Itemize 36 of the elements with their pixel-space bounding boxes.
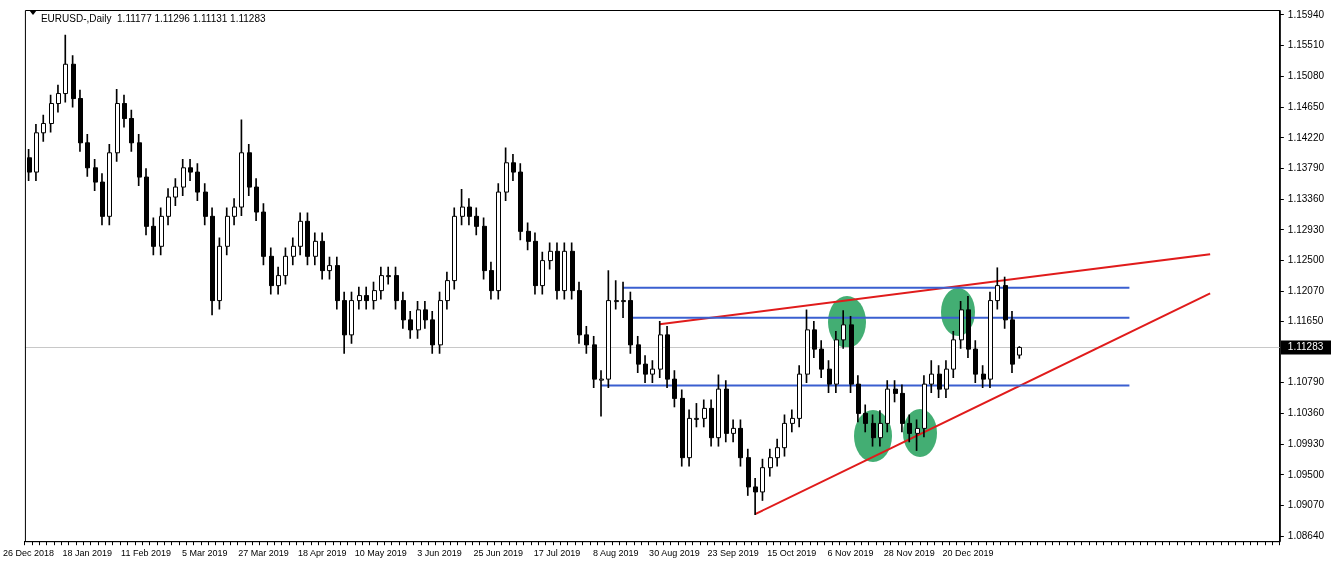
y-tick-label: 1.14650: [1287, 100, 1325, 112]
x-tick-label: 11 Feb 2019: [121, 548, 171, 559]
y-tick-label: 1.15510: [1287, 39, 1325, 51]
y-tick-label: 1.08640: [1287, 529, 1325, 541]
ref-line-label: 1.11283: [1287, 341, 1324, 353]
x-tick-label: 3 Jun 2019: [417, 548, 462, 559]
y-tick-label: 1.09070: [1287, 499, 1325, 511]
y-tick-label: 1.11650: [1287, 315, 1324, 327]
x-tick-label: 26 Dec 2018: [3, 548, 55, 559]
y-tick-label: 1.12500: [1287, 254, 1325, 266]
y-tick-label: 1.15940: [1287, 8, 1325, 20]
x-tick-label: 5 Mar 2019: [181, 548, 228, 559]
x-tick-label: 25 Jun 2019: [473, 548, 524, 559]
x-tick-label: 28 Nov 2019: [883, 548, 935, 559]
x-tick-label: 30 Aug 2019: [649, 548, 700, 559]
y-tick-label: 1.09930: [1287, 437, 1325, 449]
x-tick-label: 10 May 2019: [354, 548, 407, 559]
x-tick-label: 23 Sep 2019: [707, 548, 759, 559]
y-tick-label: 1.10790: [1287, 376, 1325, 388]
x-tick-label: 17 Jul 2019: [533, 548, 581, 559]
y-tick-label: 1.10360: [1287, 407, 1325, 419]
y-tick-label: 1.13790: [1287, 162, 1325, 174]
y-tick-label: 1.14220: [1287, 131, 1325, 143]
x-tick-label: 20 Dec 2019: [942, 548, 994, 559]
y-tick-label: 1.12070: [1287, 285, 1325, 297]
x-tick-label: 27 Mar 2019: [238, 548, 289, 559]
x-tick-label: 6 Nov 2019: [827, 548, 874, 559]
chart-title: EURUSD-,Daily 1.11177 1.11296 1.11131 1.11283: [40, 12, 266, 24]
y-tick-label: 1.15080: [1287, 70, 1325, 82]
y-tick-label: 1.12930: [1287, 223, 1325, 235]
y-tick-label: 1.13360: [1287, 192, 1325, 204]
x-tick-label: 18 Apr 2019: [297, 548, 347, 559]
y-tick-label: 1.09500: [1287, 468, 1325, 480]
x-tick-label: 15 Oct 2019: [767, 548, 817, 559]
x-tick-label: 8 Aug 2019: [592, 548, 639, 559]
x-tick-label: 18 Jan 2019: [62, 548, 113, 559]
